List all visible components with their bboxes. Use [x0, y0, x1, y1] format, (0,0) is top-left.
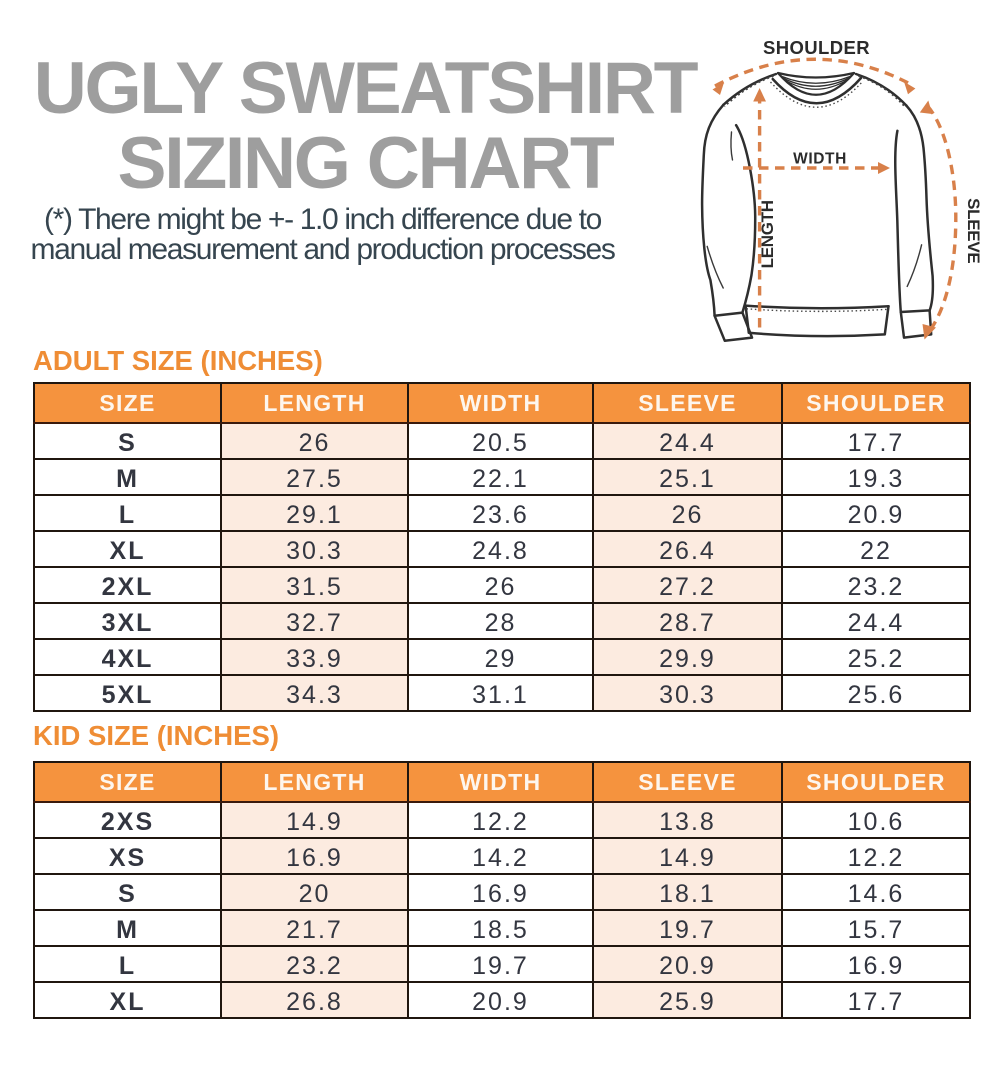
svg-text:WIDTH: WIDTH — [793, 151, 847, 168]
svg-text:LENGTH: LENGTH — [758, 200, 777, 268]
svg-text:SLEEVE: SLEEVE — [964, 198, 983, 263]
svg-text:SHOULDER: SHOULDER — [763, 37, 870, 58]
